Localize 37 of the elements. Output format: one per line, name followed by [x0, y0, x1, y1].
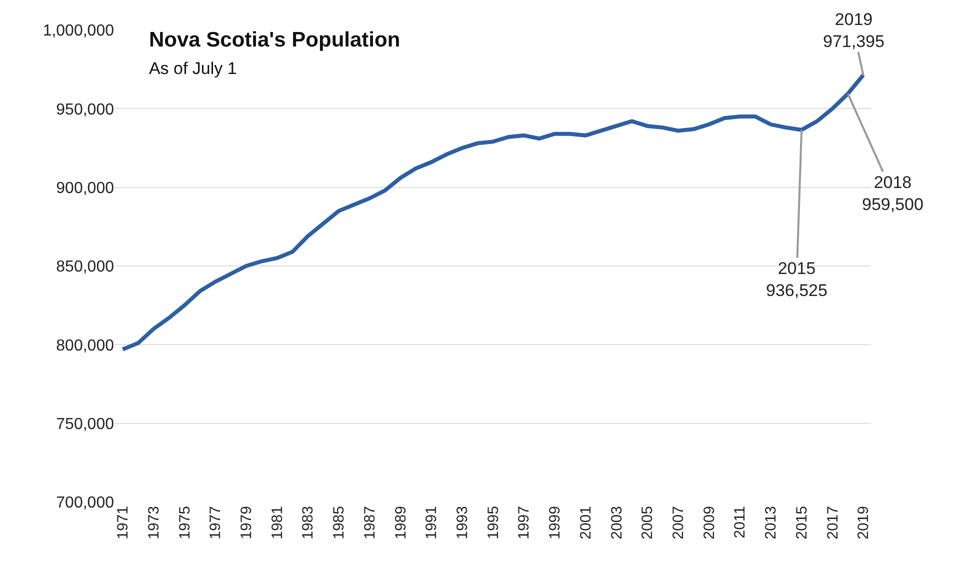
y-tick-label: 800,000 [56, 337, 114, 354]
x-tick-label: 1971 [114, 506, 132, 540]
x-tick-label: 2017 [824, 506, 842, 540]
x-tick-label: 1995 [484, 506, 502, 540]
x-tick-label: 1989 [392, 506, 410, 540]
y-tick-label: 700,000 [56, 494, 114, 512]
x-tick-label: 1987 [361, 506, 378, 540]
x-tick-label: 1983 [300, 506, 317, 540]
x-tick-label: 1973 [145, 506, 162, 540]
x-tick-label: 1979 [238, 506, 256, 540]
annotation: 2015 936,525 [766, 259, 828, 300]
x-tick-label: 2011 [732, 506, 749, 538]
x-tick-label: 1981 [268, 506, 286, 540]
x-tick-label: 1975 [176, 506, 194, 540]
x-tick-label: 1985 [330, 506, 348, 540]
x-tick-label: 1977 [207, 506, 224, 540]
text: As of July 1 [148, 58, 237, 78]
x-tick-label: 1997 [516, 506, 533, 540]
x-tick-label: 2003 [608, 506, 626, 540]
x-tick-label: 2013 [762, 506, 780, 540]
annotation: 2018 959,500 [862, 173, 924, 214]
x-tick-label: 2001 [577, 506, 594, 540]
y-tick-label: 900,000 [56, 180, 114, 197]
x-tick-label: 2005 [639, 506, 656, 540]
x-tick-label: 1999 [546, 506, 564, 540]
chart-title: Nova Scotia's Population [148, 28, 400, 52]
x-tick-label: 2019 [855, 506, 872, 540]
x-tick-label: 2009 [700, 506, 718, 540]
x-tick-label: 1991 [423, 506, 440, 540]
y-tick-label: 950,000 [56, 101, 114, 118]
y-tick-label: 750,000 [56, 416, 114, 433]
x-tick-label: 2007 [670, 506, 688, 540]
annotation: 2019 971,395 [823, 10, 884, 52]
y-tick-label: 1,000,000 [42, 22, 114, 40]
y-tick-label: 850,000 [56, 258, 114, 276]
x-tick-label: 2015 [793, 506, 810, 540]
x-tick-label: 1993 [454, 506, 472, 540]
